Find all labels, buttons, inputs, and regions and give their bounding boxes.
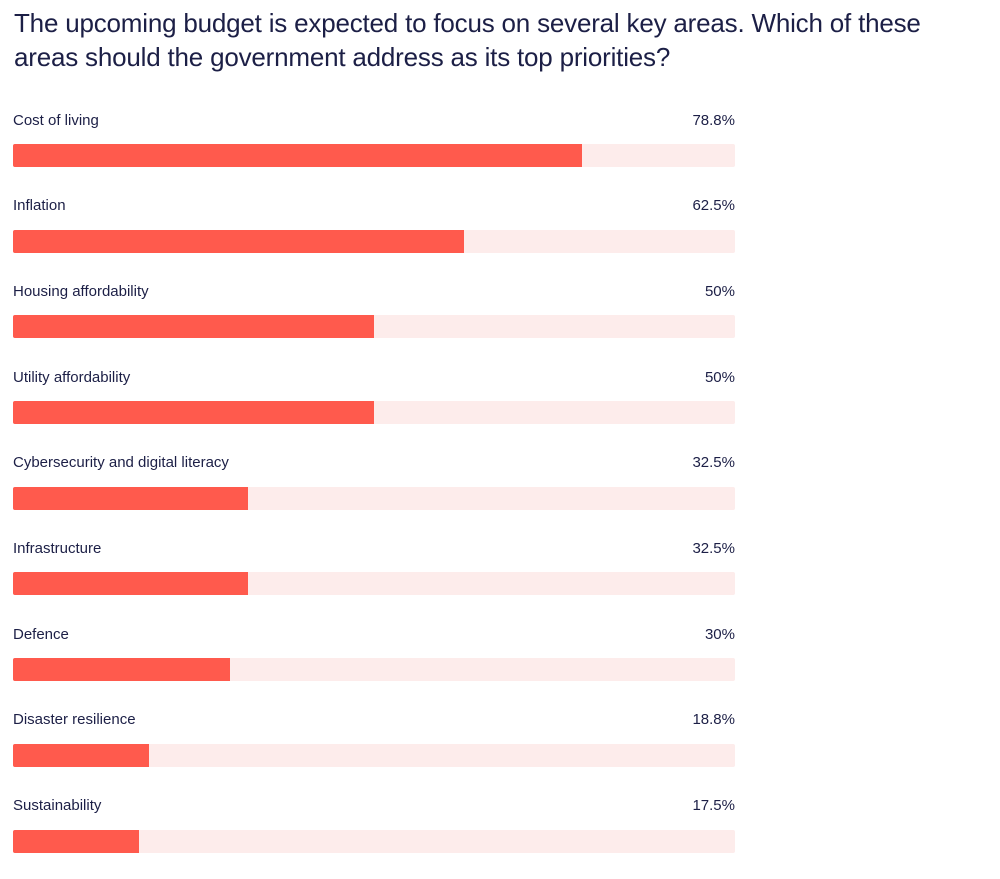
bar-track xyxy=(13,315,735,339)
bar xyxy=(13,401,374,425)
bar xyxy=(13,144,582,167)
survey-question-title: The upcoming budget is expected to focus… xyxy=(14,8,921,72)
bar-track xyxy=(13,743,735,767)
category-label: Cost of living xyxy=(13,111,99,129)
value-label: 62.5% xyxy=(692,197,735,215)
value-label: 50% xyxy=(704,282,735,300)
bar-row: Utility affordability 50% xyxy=(13,361,735,447)
value-label: 30% xyxy=(704,625,735,643)
bar-row: Housing affordability 50% xyxy=(13,275,735,361)
bar xyxy=(13,229,465,253)
bar-track xyxy=(13,401,735,425)
bar-track xyxy=(13,144,735,167)
category-label: Disaster resilience xyxy=(13,711,136,729)
bar-row-header: Cybersecurity and digital literacy 32.5% xyxy=(13,447,735,479)
value-label: 78.8% xyxy=(692,111,735,129)
value-label: 32.5% xyxy=(692,454,735,472)
bar-row-header: Disaster resilience 18.8% xyxy=(13,704,735,736)
bar-row-header: Housing affordability 50% xyxy=(13,275,735,307)
category-label: Inflation xyxy=(13,197,66,215)
bar-row: Cost of living 78.8% xyxy=(13,104,735,190)
bar-row-header: Utility affordability 50% xyxy=(13,361,735,393)
bar-row: Inflation 62.5% xyxy=(13,190,735,276)
bar-row-header: Infrastructure 32.5% xyxy=(13,532,735,564)
bar-row: Infrastructure 32.5% xyxy=(13,532,735,618)
bar xyxy=(13,486,248,510)
bar-track xyxy=(13,658,735,682)
bar-row: Cybersecurity and digital literacy 32.5% xyxy=(13,447,735,533)
bar-row-header: Sustainability 17.5% xyxy=(13,790,735,822)
bar-row-header: Cost of living 78.8% xyxy=(13,104,735,136)
value-label: 32.5% xyxy=(692,539,735,557)
bar-track xyxy=(13,229,735,253)
bar xyxy=(13,658,230,682)
bar xyxy=(13,829,140,853)
category-label: Infrastructure xyxy=(13,539,102,557)
bar xyxy=(13,315,374,339)
value-label: 18.8% xyxy=(692,711,735,729)
value-label: 17.5% xyxy=(692,797,735,814)
bar-track xyxy=(13,829,735,853)
category-label: Defence xyxy=(13,625,69,643)
bar-track xyxy=(13,486,735,510)
bar-row: Disaster resilience 18.8% xyxy=(13,704,735,790)
bar-row: Defence 30% xyxy=(13,618,735,704)
category-label: Sustainability xyxy=(13,797,102,814)
bar-row-header: Inflation 62.5% xyxy=(13,190,735,222)
bar xyxy=(13,572,248,596)
category-label: Housing affordability xyxy=(13,282,149,300)
category-label: Cybersecurity and digital literacy xyxy=(13,454,229,472)
value-label: 50% xyxy=(704,368,735,386)
category-label: Utility affordability xyxy=(13,368,131,386)
bar-row: Sustainability 17.5% xyxy=(13,790,735,876)
horizontal-bar-chart: Cost of living 78.8% Inflation 62.5% Housing… xyxy=(13,104,735,875)
bar xyxy=(13,743,149,767)
bar-row-header: Defence 30% xyxy=(13,618,735,650)
bar-track xyxy=(13,572,735,596)
